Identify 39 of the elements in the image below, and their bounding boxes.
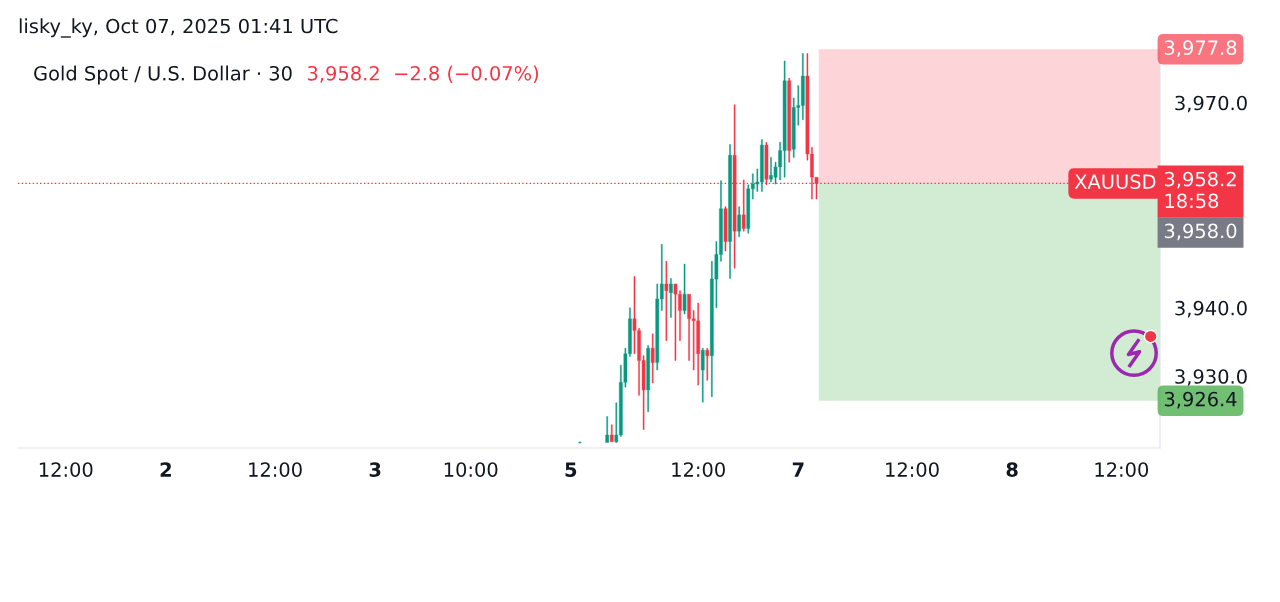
band-label: 3,926.4 (1164, 391, 1237, 409)
x-tick-label: 7 (792, 462, 804, 477)
y-tick-label: 3,970.0 (1175, 95, 1247, 113)
x-tick-label: 12:00 (39, 462, 93, 477)
y-tick-label: 3,930.0 (1175, 369, 1247, 386)
x-tick-label: 12:00 (249, 462, 302, 477)
candlestick (605, 416, 609, 443)
x-tick-label: 12:00 (1095, 462, 1149, 477)
candlestick (669, 278, 673, 318)
candlestick (578, 441, 582, 444)
candlestick (728, 144, 732, 279)
text: 3,958.2 18:58 (1164, 171, 1236, 209)
candlestick (650, 333, 655, 384)
x-tick-label: 8 (1006, 462, 1018, 477)
ref-line-label: XAUUSD (1074, 174, 1156, 190)
text: Gold Spot / U.S. Dollar · 30 (34, 65, 292, 85)
text: 3,958.2 −2.8 (−0.07%) (307, 65, 539, 83)
candlestick (723, 206, 728, 252)
candlestick (700, 347, 705, 403)
candlestick (737, 206, 741, 237)
candlestick (732, 104, 737, 269)
x-tick-label: 10:00 (444, 462, 498, 477)
candlestick (782, 60, 787, 178)
candlestick (646, 345, 650, 412)
candlestick (682, 263, 687, 315)
candlestick (673, 283, 678, 361)
x-tick-label: 3 (369, 462, 381, 477)
candlestick (787, 77, 791, 163)
band-label: 3,977.8 (1164, 40, 1237, 57)
text: 3,958.0 (1164, 223, 1237, 241)
x-tick-label: 12:00 (672, 462, 725, 477)
y-tick-label: 3,940.0 (1175, 300, 1247, 318)
x-tick-label: 5 (565, 462, 577, 477)
x-tick-label: 2 (160, 462, 171, 477)
candlestick (705, 347, 710, 381)
x-tick-label: 12:00 (886, 462, 939, 477)
candlestick (609, 424, 614, 443)
candlestick (664, 261, 669, 341)
text: lisky_ky, Oct 07, 2025 01:41 UTC (19, 18, 338, 38)
